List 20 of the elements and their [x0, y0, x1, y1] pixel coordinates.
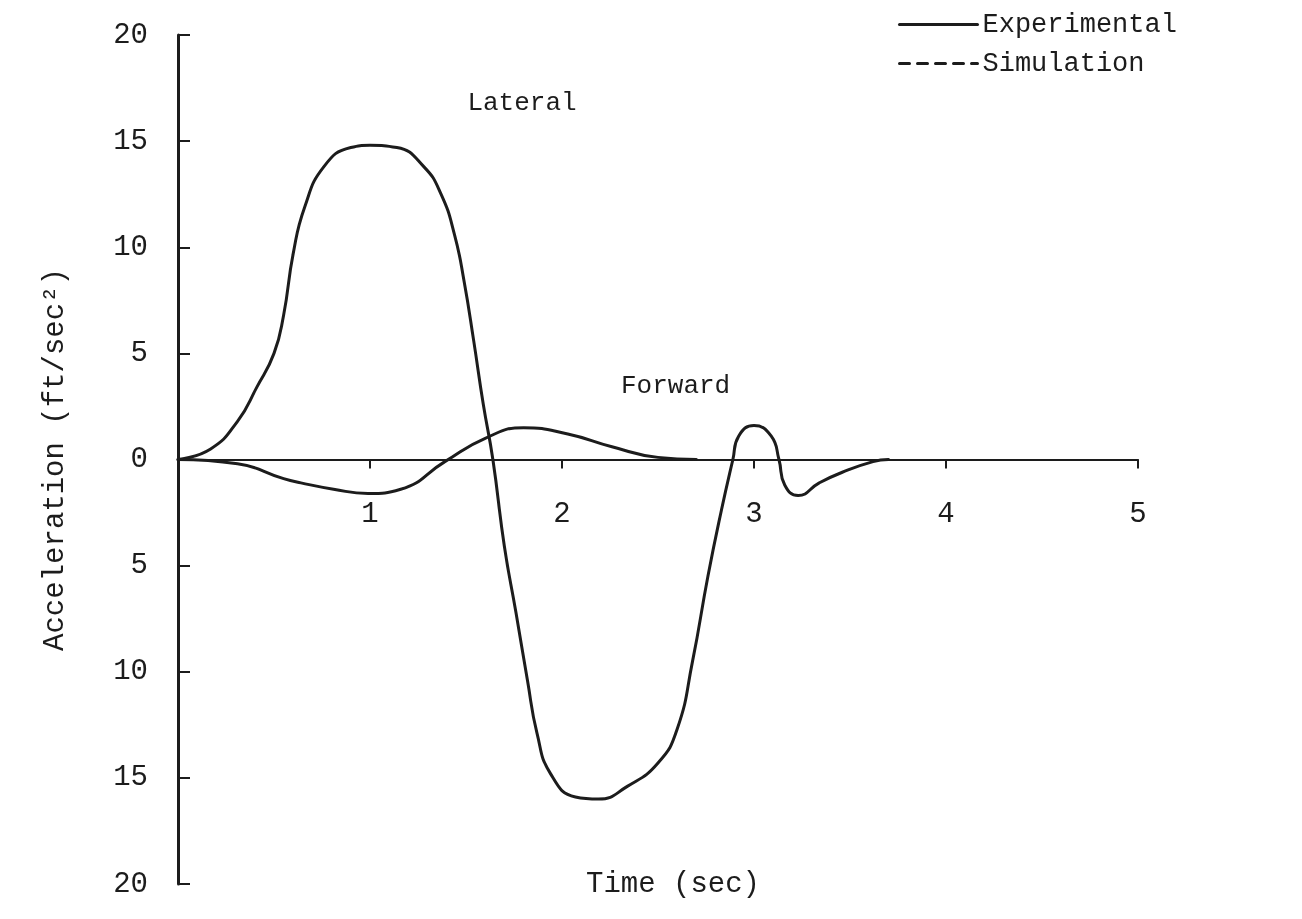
annotation: Forward — [620, 370, 731, 401]
y-tick-label: 20 — [113, 18, 148, 52]
y-tick-label: 10 — [113, 230, 148, 264]
x-tick-label: 4 — [937, 497, 955, 531]
legend-label: Simulation — [982, 48, 1145, 79]
y-tick-label: 15 — [113, 761, 148, 795]
y-tick-label: 5 — [130, 336, 148, 370]
x-tick-label: 2 — [553, 497, 571, 531]
annotation: Lateral — [467, 88, 577, 119]
y-tick-label: 10 — [113, 655, 148, 689]
y-tick-label: 20 — [113, 867, 148, 901]
x-tick-label: 3 — [745, 497, 763, 531]
x-axis-title: Time (sec) — [585, 867, 761, 901]
y-tick-label: 5 — [130, 549, 148, 583]
y-axis-title: Acceleration (ft/sec²) — [39, 268, 72, 651]
y-tick-label: 0 — [130, 443, 148, 476]
x-tick-label: 1 — [361, 497, 379, 531]
y-tick-label: 15 — [113, 124, 148, 158]
x-tick-label: 5 — [1129, 497, 1147, 531]
legend-label: Experimental — [982, 9, 1177, 40]
